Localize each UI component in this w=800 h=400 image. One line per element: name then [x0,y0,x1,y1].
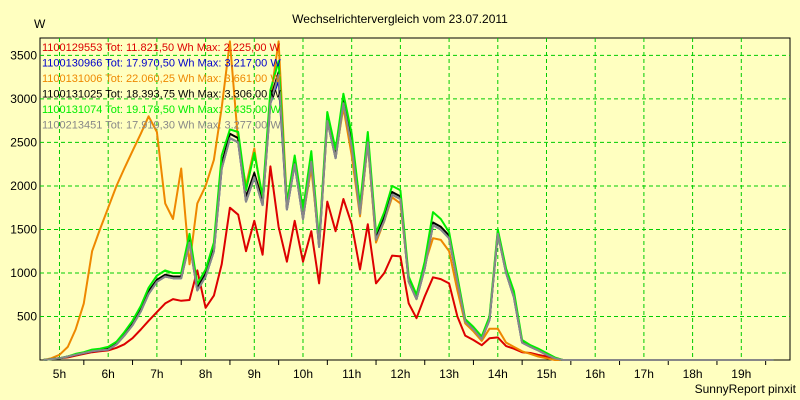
x-tick-label: 7h [150,367,163,381]
y-tick-label: 3500 [10,48,37,62]
legend-entry: 1100131006 Tot: 22.060,25 Wh Max: 3.661,… [42,73,281,85]
x-tick-label: 14h [488,367,508,381]
plot-area [39,37,791,361]
x-tick-labels: 5h 6h 7h 8h 9h 10h 11h 12h 13h 14h 15h 16h 17h 18h 19h [53,367,752,381]
series-layer [43,40,774,361]
footer-credit: SunnyReport pinxit [695,382,797,396]
legend-entry: 1100213451 Tot: 17.919,30 Wh Max: 3.277,… [42,120,281,132]
y-tick-label: 500 [17,309,37,323]
x-tick-label: 15h [536,367,556,381]
series-line-1100213451 [43,73,774,361]
x-tick-label: 19h [731,367,751,381]
x-tick-label: 8h [199,367,212,381]
legend-entry: 1100131074 Tot: 19.178,50 Wh Max: 3.435,… [42,104,281,116]
y-tick-labels: 500 1000 1500 2000 2500 3000 3500 [10,48,37,323]
x-tick-label: 17h [634,367,654,381]
x-tick-label: 12h [390,367,410,381]
y-tick-label: 3000 [10,92,37,106]
x-tick-label: 13h [439,367,459,381]
y-tick-label: 1500 [10,222,37,236]
legend-entry: 1100131025 Tot: 18.393,75 Wh Max: 3.306,… [42,89,281,101]
x-tick-label: 6h [102,367,115,381]
legend-entry: 1100130966 Tot: 17.970,50 Wh Max: 3.217,… [42,58,281,70]
y-axis-label: W [34,17,46,31]
x-tick-label: 16h [585,367,605,381]
legend: 1100129553 Tot: 11.821,50 Wh Max: 2.225,… [42,42,281,132]
x-tick-label: 9h [248,367,261,381]
legend-entry: 1100129553 Tot: 11.821,50 Wh Max: 2.225,… [42,42,281,54]
chart-title: Wechselrichtervergleich vom 23.07.2011 [292,12,508,26]
y-tick-label: 1000 [10,266,37,280]
y-tick-label: 2500 [10,135,37,149]
x-tick-label: 5h [53,367,66,381]
x-tick-label: 11h [342,367,361,381]
x-tick-label: 18h [683,367,703,381]
y-tick-label: 2000 [10,179,37,193]
x-tick-label: 10h [293,367,313,381]
